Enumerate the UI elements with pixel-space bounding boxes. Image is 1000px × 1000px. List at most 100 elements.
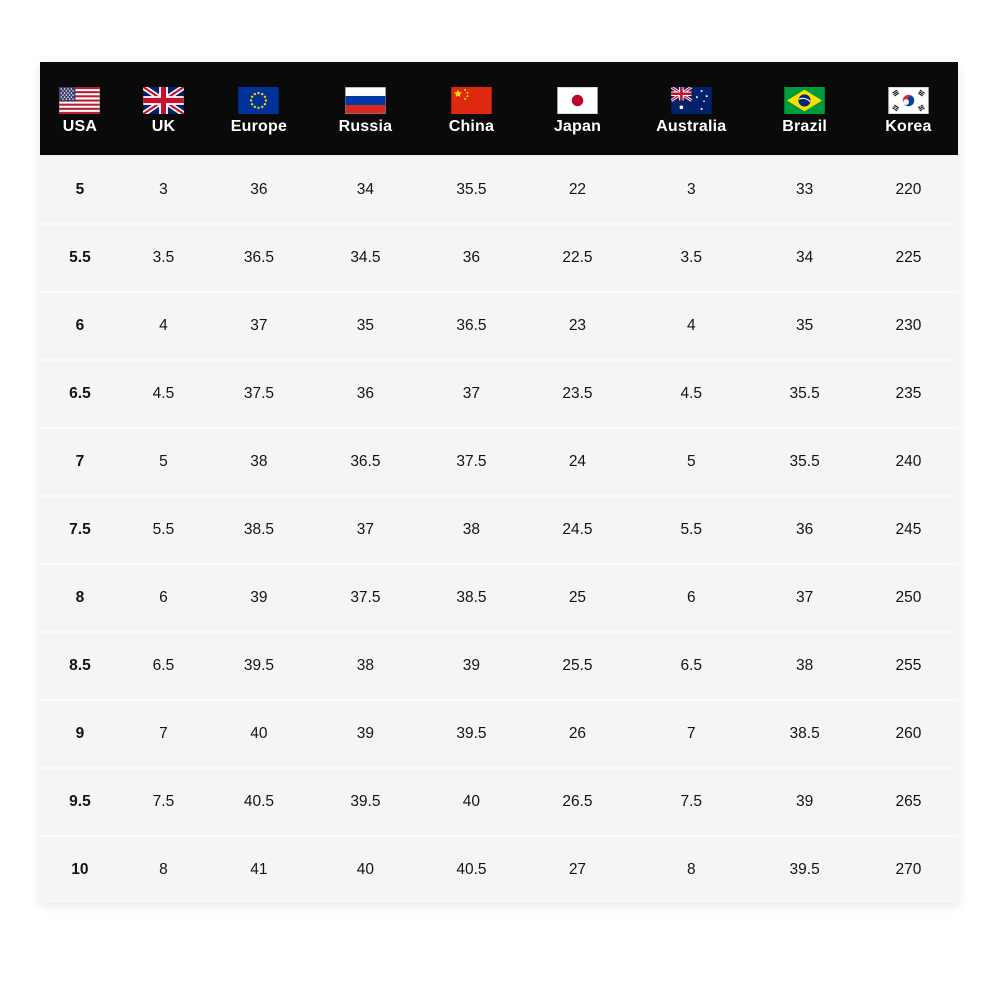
size-cell: 41 [207,837,311,903]
size-cell: 4 [632,293,751,361]
size-cell: 6 [119,565,208,633]
size-cell: 39 [750,769,859,837]
size-cell: 35.5 [750,361,859,429]
size-cell: 7.5 [632,769,751,837]
size-cell: 22.5 [522,225,633,293]
table-row: 7.5 5.5 38.5 37 38 24.5 5.5 36 245 [40,497,958,565]
size-cell: 36 [750,497,859,565]
size-cell: 7 [40,429,120,497]
size-cell: 37 [207,293,311,361]
size-cell: 24.5 [522,497,633,565]
size-cell: 35 [750,293,859,361]
column-label: Japan [553,117,602,135]
size-cell: 245 [858,497,958,565]
size-cell: 23.5 [522,361,633,429]
size-cell: 25 [522,565,633,633]
size-cell: 40.5 [420,837,523,903]
table-header: USA UK Europe Russia China Japan Australia Braz… [40,62,958,157]
size-cell: 3.5 [632,225,751,293]
size-cell: 40.5 [207,769,311,837]
column-header-uk: UK [119,62,208,157]
shoe-size-conversion-table: USA UK Europe Russia China Japan Australia Braz… [40,62,958,903]
table-row: 5 3 36 34 35.5 22 3 33 220 [40,157,958,225]
size-cell: 8 [119,837,208,903]
size-cell: 6 [40,293,120,361]
size-cell: 230 [858,293,958,361]
size-cell: 37.5 [310,565,421,633]
size-cell: 36.5 [207,225,311,293]
column-header-korea: Korea [858,62,958,157]
size-cell: 38.5 [207,497,311,565]
size-cell: 5.5 [40,225,120,293]
size-cell: 24 [522,429,633,497]
size-cell: 8.5 [40,633,120,701]
size-cell: 255 [858,633,958,701]
size-cell: 40 [310,837,421,903]
size-cell: 37 [310,497,421,565]
size-cell: 39 [420,633,523,701]
size-cell: 9.5 [40,769,120,837]
brazil-flag-icon [784,86,825,114]
china-flag-icon [451,86,492,114]
size-cell: 260 [858,701,958,769]
column-header-australia: Australia [632,62,751,157]
size-cell: 270 [858,837,958,903]
table-row: 8.5 6.5 39.5 38 39 25.5 6.5 38 255 [40,633,958,701]
size-cell: 39 [310,701,421,769]
size-cell: 36 [207,157,311,225]
size-cell: 225 [858,225,958,293]
size-cell: 38.5 [750,701,859,769]
size-cell: 35.5 [750,429,859,497]
size-cell: 5 [632,429,751,497]
column-header-europe: Europe [207,62,311,157]
size-cell: 39.5 [750,837,859,903]
size-cell: 4.5 [119,361,208,429]
table-row: 6.5 4.5 37.5 36 37 23.5 4.5 35.5 235 [40,361,958,429]
size-cell: 37.5 [207,361,311,429]
size-cell: 36.5 [310,429,421,497]
size-cell: 39.5 [310,769,421,837]
column-label: China [448,117,495,135]
size-cell: 38 [207,429,311,497]
australia-flag-icon [670,86,712,114]
table-body: 5 3 36 34 35.5 22 3 33 220 5.5 3.5 36.5 34.5 36 22.5 3.… [40,157,958,903]
column-header-japan: Japan [522,62,633,157]
size-cell: 36.5 [420,293,523,361]
size-cell: 6.5 [119,633,208,701]
uk-flag-icon [142,86,184,114]
size-cell: 39.5 [207,633,311,701]
column-header-usa: USA [40,62,120,157]
size-cell: 34 [750,225,859,293]
size-cell: 37 [420,361,523,429]
size-cell: 250 [858,565,958,633]
size-cell: 39 [207,565,311,633]
size-cell: 8 [40,565,120,633]
size-cell: 36 [420,225,523,293]
japan-flag-icon [557,86,598,114]
column-label: Brazil [782,117,828,135]
usa-flag-icon [59,86,101,114]
size-cell: 4.5 [632,361,751,429]
size-cell: 27 [522,837,633,903]
size-cell: 25.5 [522,633,633,701]
size-cell: 37.5 [420,429,523,497]
size-cell: 33 [750,157,859,225]
europe-flag-icon [238,86,280,114]
column-label: Australia [656,117,727,135]
size-cell: 37 [750,565,859,633]
table-row: 7 5 38 36.5 37.5 24 5 35.5 240 [40,429,958,497]
size-cell: 38.5 [420,565,523,633]
size-cell: 40 [420,769,523,837]
size-cell: 34.5 [310,225,421,293]
size-cell: 40 [207,701,311,769]
table-row: 8 6 39 37.5 38.5 25 6 37 250 [40,565,958,633]
size-cell: 6.5 [40,361,120,429]
size-cell: 7.5 [40,497,120,565]
table-row: 9.5 7.5 40.5 39.5 40 26.5 7.5 39 265 [40,769,958,837]
size-cell: 265 [858,769,958,837]
size-cell: 3 [632,157,751,225]
column-header-china: China [420,62,523,157]
size-cell: 5.5 [632,497,751,565]
column-label: USA [62,117,98,135]
size-cell: 6 [632,565,751,633]
